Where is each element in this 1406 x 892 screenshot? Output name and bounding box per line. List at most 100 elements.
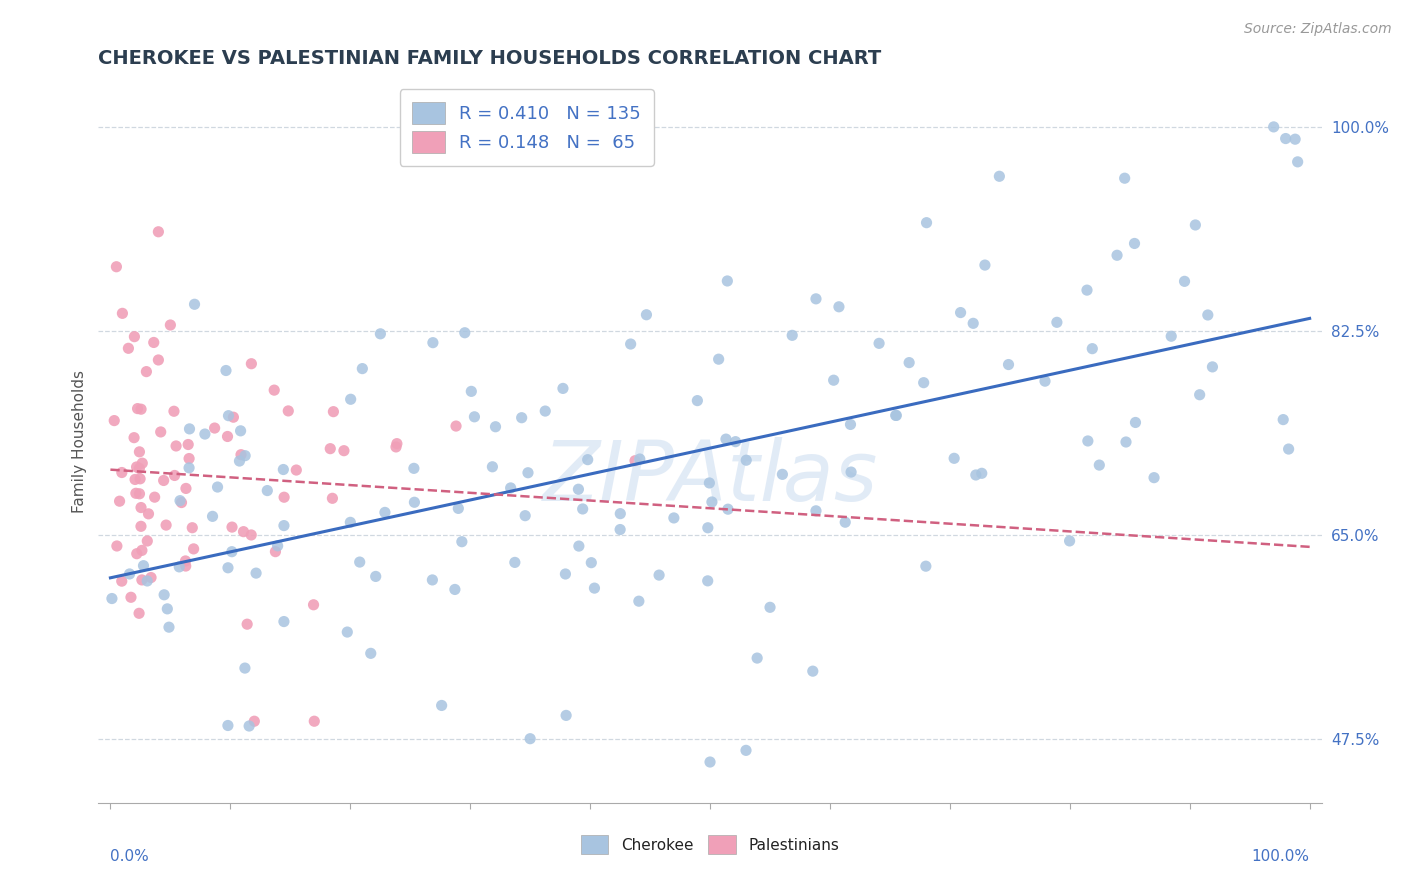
- Point: [129, 519, 152, 533]
- Point: [1033, 374, 1056, 388]
- Point: [207, 480, 229, 494]
- Point: [153, 588, 176, 602]
- Point: [125, 547, 148, 561]
- Point: [125, 486, 148, 500]
- Point: [696, 521, 718, 535]
- Point: [555, 708, 578, 723]
- Point: [124, 473, 146, 487]
- Point: [747, 651, 769, 665]
- Point: [1125, 416, 1147, 430]
- Point: [333, 443, 356, 458]
- Legend: Cherokee, Palestinians: Cherokee, Palestinians: [575, 830, 845, 860]
- Point: [339, 392, 361, 407]
- Point: [129, 472, 152, 486]
- Point: [707, 352, 730, 367]
- Point: [484, 419, 506, 434]
- Point: [111, 306, 134, 320]
- Point: [430, 698, 453, 713]
- Point: [636, 308, 658, 322]
- Point: [949, 305, 972, 319]
- Point: [240, 528, 263, 542]
- Point: [127, 401, 149, 416]
- Point: [165, 439, 187, 453]
- Point: [179, 422, 201, 436]
- Point: [385, 440, 408, 454]
- Point: [700, 495, 723, 509]
- Point: [156, 602, 179, 616]
- Point: [714, 432, 737, 446]
- Point: [370, 326, 392, 341]
- Point: [1263, 120, 1285, 134]
- Point: [517, 466, 540, 480]
- Point: [662, 511, 685, 525]
- Point: [139, 570, 162, 584]
- Point: [970, 467, 993, 481]
- Point: [1076, 283, 1098, 297]
- Point: [1114, 171, 1136, 186]
- Point: [568, 539, 591, 553]
- Point: [148, 353, 170, 368]
- Point: [243, 714, 266, 729]
- Point: [349, 555, 371, 569]
- Point: [217, 561, 239, 575]
- Text: CHEROKEE VS PALESTINIAN FAMILY HOUSEHOLDS CORRELATION CHART: CHEROKEE VS PALESTINIAN FAMILY HOUSEHOLD…: [98, 48, 882, 68]
- Point: [404, 495, 426, 509]
- Point: [105, 260, 128, 274]
- Point: [1115, 435, 1137, 450]
- Point: [1046, 315, 1069, 329]
- Point: [828, 300, 851, 314]
- Point: [1286, 154, 1309, 169]
- Point: [628, 452, 651, 467]
- Point: [912, 376, 935, 390]
- Point: [152, 474, 174, 488]
- Point: [686, 393, 709, 408]
- Point: [177, 460, 200, 475]
- Point: [129, 500, 152, 515]
- Point: [148, 225, 170, 239]
- Point: [884, 409, 907, 423]
- Point: [228, 454, 250, 468]
- Point: [117, 341, 139, 355]
- Point: [125, 460, 148, 475]
- Point: [221, 544, 243, 558]
- Point: [460, 384, 482, 399]
- Point: [823, 373, 845, 387]
- Point: [266, 539, 288, 553]
- Point: [263, 383, 285, 397]
- Point: [215, 363, 238, 377]
- Point: [801, 664, 824, 678]
- Point: [1123, 236, 1146, 251]
- Point: [444, 582, 467, 597]
- Point: [304, 714, 326, 729]
- Point: [1197, 308, 1219, 322]
- Point: [302, 598, 325, 612]
- Point: [177, 451, 200, 466]
- Point: [839, 465, 862, 479]
- Point: [759, 600, 782, 615]
- Point: [624, 453, 647, 467]
- Point: [181, 521, 204, 535]
- Point: [229, 448, 252, 462]
- Point: [128, 461, 150, 475]
- Point: [238, 719, 260, 733]
- Point: [273, 518, 295, 533]
- Point: [128, 487, 150, 501]
- Point: [454, 326, 477, 340]
- Point: [221, 520, 243, 534]
- Point: [174, 559, 197, 574]
- Point: [111, 574, 134, 589]
- Point: [236, 617, 259, 632]
- Point: [724, 434, 747, 449]
- Point: [974, 258, 997, 272]
- Point: [183, 541, 205, 556]
- Point: [264, 544, 287, 558]
- Point: [609, 523, 631, 537]
- Point: [699, 755, 721, 769]
- Point: [422, 335, 444, 350]
- Point: [174, 554, 197, 568]
- Point: [108, 494, 131, 508]
- Point: [886, 409, 908, 423]
- Point: [1081, 342, 1104, 356]
- Point: [554, 566, 576, 581]
- Text: ZIPAtlas: ZIPAtlas: [543, 437, 877, 518]
